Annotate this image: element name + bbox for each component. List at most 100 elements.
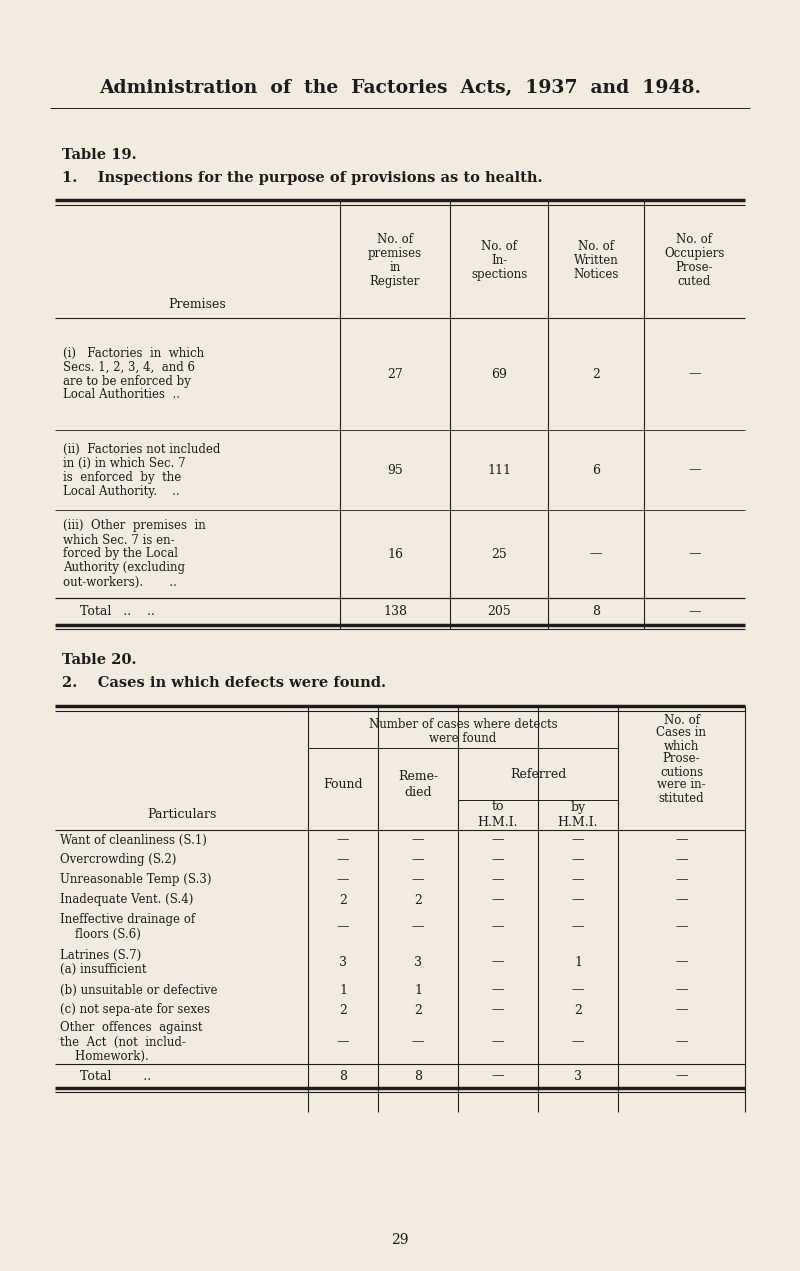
Text: 138: 138 xyxy=(383,605,407,618)
Text: —: — xyxy=(492,854,504,867)
Text: Other  offences  against: Other offences against xyxy=(60,1022,202,1035)
Text: No. of: No. of xyxy=(578,240,614,253)
Text: No. of: No. of xyxy=(663,713,699,727)
Text: Cases in: Cases in xyxy=(657,727,706,740)
Text: —: — xyxy=(492,956,504,969)
Text: Occupiers: Occupiers xyxy=(664,247,725,261)
Text: Table 20.: Table 20. xyxy=(62,653,137,667)
Text: —: — xyxy=(492,1004,504,1017)
Text: —: — xyxy=(412,834,424,846)
Text: In-: In- xyxy=(491,254,507,267)
Text: 95: 95 xyxy=(387,464,403,477)
Text: 3: 3 xyxy=(339,956,347,969)
Text: Authority (excluding: Authority (excluding xyxy=(63,562,185,574)
Text: —: — xyxy=(572,894,584,906)
Text: (c) not sepa­ate for sexes: (c) not sepa­ate for sexes xyxy=(60,1004,210,1017)
Text: No. of: No. of xyxy=(481,240,517,253)
Text: Particulars: Particulars xyxy=(147,807,216,821)
Text: Total   ..    ..: Total .. .. xyxy=(80,605,155,618)
Text: Prose-: Prose- xyxy=(676,261,714,275)
Text: 2: 2 xyxy=(414,1004,422,1017)
Text: Latrines (S.7): Latrines (S.7) xyxy=(60,948,142,961)
Text: —: — xyxy=(675,984,688,996)
Text: No. of: No. of xyxy=(677,233,713,247)
Text: —: — xyxy=(675,894,688,906)
Text: (ii)  Factories not included: (ii) Factories not included xyxy=(63,442,220,455)
Text: —: — xyxy=(572,920,584,933)
Text: Reme-
died: Reme- died xyxy=(398,769,438,798)
Text: the  Act  (not  includ-: the Act (not includ- xyxy=(60,1036,186,1049)
Text: —: — xyxy=(675,1036,688,1049)
Text: Prose-: Prose- xyxy=(662,752,700,765)
Text: 1.    Inspections for the purpose of provisions as to health.: 1. Inspections for the purpose of provis… xyxy=(62,172,542,186)
Text: Notices: Notices xyxy=(574,268,618,281)
Text: Inadequate Vent. (S.4): Inadequate Vent. (S.4) xyxy=(60,894,194,906)
Text: —: — xyxy=(675,956,688,969)
Text: —: — xyxy=(337,873,350,886)
Text: 2: 2 xyxy=(339,1004,347,1017)
Text: —: — xyxy=(675,873,688,886)
Text: by
H.M.I.: by H.M.I. xyxy=(558,801,598,830)
Text: (b) unsuitable or defective: (b) unsuitable or defective xyxy=(60,984,218,996)
Text: Table 19.: Table 19. xyxy=(62,147,137,161)
Text: 2: 2 xyxy=(592,367,600,380)
Text: —: — xyxy=(412,854,424,867)
Text: floors (S.6): floors (S.6) xyxy=(60,928,141,941)
Text: 27: 27 xyxy=(387,367,403,380)
Text: 205: 205 xyxy=(487,605,511,618)
Text: 1: 1 xyxy=(574,956,582,969)
Text: —: — xyxy=(337,854,350,867)
Text: cuted: cuted xyxy=(678,275,711,289)
Text: spections: spections xyxy=(471,268,527,281)
Text: 111: 111 xyxy=(487,464,511,477)
Text: —: — xyxy=(572,1036,584,1049)
Text: Found: Found xyxy=(323,778,363,791)
Text: —: — xyxy=(412,1036,424,1049)
Text: —: — xyxy=(675,834,688,846)
Text: were in-: were in- xyxy=(657,779,706,792)
Text: —: — xyxy=(572,854,584,867)
Text: cutions: cutions xyxy=(660,765,703,779)
Text: Number of cases where detects: Number of cases where detects xyxy=(369,718,558,731)
Text: Want of cleanliness (S.1): Want of cleanliness (S.1) xyxy=(60,834,207,846)
Text: Local Authority.    ..: Local Authority. .. xyxy=(63,484,180,497)
Text: Register: Register xyxy=(370,275,420,289)
Text: Total        ..: Total .. xyxy=(80,1069,151,1083)
Text: —: — xyxy=(492,920,504,933)
Text: in (i) in which Sec. 7: in (i) in which Sec. 7 xyxy=(63,456,186,469)
Text: 3: 3 xyxy=(414,956,422,969)
Text: —: — xyxy=(492,873,504,886)
Text: 8: 8 xyxy=(339,1069,347,1083)
Text: is  enforced  by  the: is enforced by the xyxy=(63,470,182,483)
Text: 25: 25 xyxy=(491,548,507,561)
Text: —: — xyxy=(688,605,701,618)
Text: Referred: Referred xyxy=(510,768,566,780)
Text: Unreasonable Temp (S.3): Unreasonable Temp (S.3) xyxy=(60,873,211,886)
Text: —: — xyxy=(492,834,504,846)
Text: —: — xyxy=(675,1004,688,1017)
Text: 16: 16 xyxy=(387,548,403,561)
Text: 3: 3 xyxy=(574,1069,582,1083)
Text: (a) insufficient: (a) insufficient xyxy=(60,962,146,976)
Text: 69: 69 xyxy=(491,367,507,380)
Text: —: — xyxy=(572,984,584,996)
Text: (i)   Factories  in  which: (i) Factories in which xyxy=(63,347,204,360)
Text: —: — xyxy=(675,854,688,867)
Text: were found: were found xyxy=(430,732,497,746)
Text: —: — xyxy=(412,873,424,886)
Text: Overcrowding (S.2): Overcrowding (S.2) xyxy=(60,854,176,867)
Text: which Sec. 7 is en-: which Sec. 7 is en- xyxy=(63,534,174,547)
Text: 2: 2 xyxy=(574,1004,582,1017)
Text: —: — xyxy=(337,834,350,846)
Text: —: — xyxy=(337,1036,350,1049)
Text: 2.    Cases in which defects were found.: 2. Cases in which defects were found. xyxy=(62,676,386,690)
Text: are to be enforced by: are to be enforced by xyxy=(63,375,191,388)
Text: Secs. 1, 2, 3, 4,  and 6: Secs. 1, 2, 3, 4, and 6 xyxy=(63,361,195,374)
Text: out-workers).       ..: out-workers). .. xyxy=(63,576,177,588)
Text: —: — xyxy=(492,1036,504,1049)
Text: in: in xyxy=(390,261,401,275)
Text: —: — xyxy=(412,920,424,933)
Text: forced by the Local: forced by the Local xyxy=(63,548,178,561)
Text: —: — xyxy=(492,1069,504,1083)
Text: —: — xyxy=(688,548,701,561)
